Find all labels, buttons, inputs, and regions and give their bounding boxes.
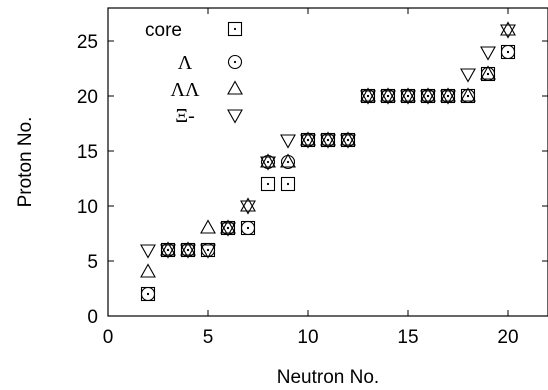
legend-marker-triangle-up — [227, 80, 243, 95]
y-axis-label: Proton No. — [15, 117, 36, 208]
y-tick-label: 15 — [77, 142, 98, 163]
data-point-triangle-down — [220, 222, 236, 237]
data-point-triangle-down — [300, 134, 316, 149]
legend-marker-triangle-down — [227, 109, 243, 124]
data-point-triangle-down — [200, 244, 216, 259]
data-point-triangle-up — [180, 241, 196, 256]
data-point-triangle-up — [500, 21, 516, 36]
data-point-triangle-down — [180, 244, 196, 259]
data-point-triangle-up — [200, 219, 216, 234]
data-point-triangle-up — [320, 131, 336, 146]
data-point-triangle-down — [240, 200, 256, 215]
data-point-triangle-down — [260, 156, 276, 171]
data-point-triangle-down — [340, 134, 356, 149]
data-point-triangle-down — [420, 90, 436, 105]
data-point-triangle-down — [500, 24, 516, 39]
data-point-triangle-down — [360, 90, 376, 105]
x-axis-label: Neutron No. — [277, 367, 379, 388]
data-point-triangle-down — [380, 90, 396, 105]
data-marks — [140, 21, 516, 302]
data-point-triangle-down — [400, 90, 416, 105]
y-tick-label: 5 — [87, 252, 98, 273]
x-tick-label: 5 — [203, 327, 214, 348]
legend-label: Λ — [178, 52, 193, 74]
legend-label: core — [145, 20, 182, 41]
legend-label: ΛΛ — [170, 79, 200, 101]
data-point-triangle-up — [140, 263, 156, 278]
x-tick-label: 10 — [297, 327, 318, 348]
x-tick-label: 20 — [497, 327, 518, 348]
data-point-triangle-down — [280, 134, 296, 149]
x-tick-label: 0 — [103, 327, 114, 348]
data-point-triangle-up — [440, 87, 456, 102]
data-point-triangle-up — [160, 241, 176, 256]
y-tick-label: 20 — [77, 87, 98, 108]
data-point-triangle-up — [360, 87, 376, 102]
x-tick-label: 15 — [397, 327, 418, 348]
data-point-triangle-down — [320, 134, 336, 149]
data-point-triangle-down — [480, 46, 496, 61]
data-point-triangle-up — [280, 153, 296, 168]
data-point-square — [260, 176, 276, 192]
data-point-triangle-up — [240, 197, 256, 212]
data-point-triangle-up — [340, 131, 356, 146]
data-point-triangle-up — [460, 87, 476, 102]
ticks: 0 5 10 15 20 0 5 10 15 20 25 — [77, 8, 548, 348]
legend-marker-circle-dot — [227, 54, 243, 70]
data-point-square — [280, 176, 296, 192]
data-point-triangle-down — [460, 68, 476, 83]
data-point-triangle-up — [380, 87, 396, 102]
legend-label: Ξ- — [175, 105, 195, 127]
data-point-triangle-down — [160, 244, 176, 259]
data-point-triangle-down — [140, 244, 156, 259]
y-tick-label: 0 — [87, 307, 98, 328]
data-point-triangle-up — [300, 131, 316, 146]
data-point-circle-dot — [500, 44, 516, 60]
y-tick-label: 25 — [77, 32, 98, 53]
legend-marker-square — [227, 21, 243, 37]
data-point-circle-dot — [140, 286, 156, 302]
data-point-triangle-up — [400, 87, 416, 102]
data-point-circle-dot — [240, 220, 256, 236]
data-point-triangle-up — [260, 153, 276, 168]
y-tick-label: 10 — [77, 197, 98, 218]
data-point-triangle-up — [220, 219, 236, 234]
plot-frame — [107, 7, 548, 317]
data-point-triangle-up — [480, 65, 496, 80]
data-point-triangle-down — [440, 90, 456, 105]
data-point-triangle-up — [420, 87, 436, 102]
